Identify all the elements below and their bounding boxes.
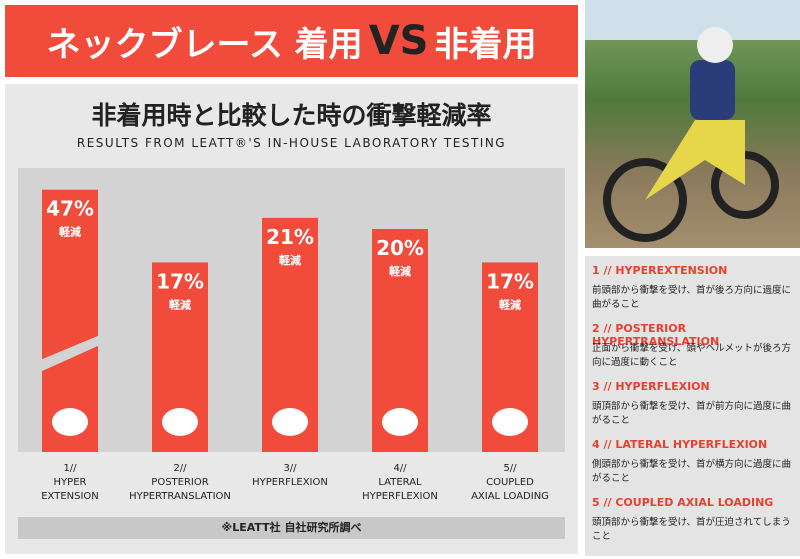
value-note: 軽減 xyxy=(59,225,81,239)
photo xyxy=(585,0,800,248)
value-label: 21% xyxy=(266,225,314,249)
legend-title: 2 // POSTERIOR HYPERTRANSLATION xyxy=(592,322,720,348)
value-note: 軽減 xyxy=(499,297,521,311)
footnote: ※LEATT社 自社研究所調べ xyxy=(18,517,565,539)
chart: 47% 軽減 17% 軽減 21% 軽減 20% 軽減 17% 軽減 xyxy=(18,168,565,452)
chart-subtitle: RESULTS FROM LEATT®'S IN-HOUSE LABORATOR… xyxy=(76,136,507,150)
value-label: 20% xyxy=(376,236,424,260)
legend-title: 5 // COUPLED AXIAL LOADING xyxy=(592,496,774,509)
value-label: 47% xyxy=(46,197,94,221)
value-note: 軽減 xyxy=(279,253,301,267)
legend-description: 側頭部から衝撃を受け、首が横方向に過度に曲がること xyxy=(592,459,792,484)
value-note: 軽減 xyxy=(389,264,411,278)
icon xyxy=(52,408,88,436)
value-label: 17% xyxy=(486,269,534,293)
icon xyxy=(492,408,528,436)
value-note: 軽減 xyxy=(169,297,191,311)
x-tick-label: 2// POSTERIOR HYPERTRANSLATION xyxy=(129,463,231,502)
x-tick-label: 4// LATERAL HYPERFLEXION xyxy=(362,463,438,502)
icon xyxy=(382,408,418,436)
legend-description: 頭頂部から衝撃を受け、首が前方向に過度に曲がること xyxy=(592,401,792,426)
legend-title: 1 // HYPEREXTENSION xyxy=(592,264,728,277)
legend-title: 3 // HYPERFLEXION xyxy=(592,380,710,393)
value-label: 17% xyxy=(156,269,204,293)
legend-description: 正面から衝撃を受け、頭やヘルメットが後ろ方向に過度に動くこと xyxy=(592,343,792,368)
icon xyxy=(162,408,198,436)
x-tick-label: 3// HYPERFLEXION xyxy=(252,463,328,488)
x-tick-label: 5// COUPLED AXIAL LOADING xyxy=(471,463,549,502)
banner-title-left: ネックブレース 着用 xyxy=(46,24,363,65)
legend-panel xyxy=(585,256,800,556)
banner-vs: VS xyxy=(368,18,429,64)
legend-description: 頭頂部から衝撃を受け、首が圧迫されてしまうこと xyxy=(592,517,791,542)
banner-title-right: 非着用 xyxy=(434,24,537,65)
x-tick-label: 1// HYPER EXTENSION xyxy=(41,463,99,502)
chart-title: 非着用時と比較した時の衝撃軽減率 xyxy=(91,101,492,130)
photo-art xyxy=(585,0,800,242)
banner: ネックブレース 着用 VS 非着用 xyxy=(5,5,578,77)
axis-break xyxy=(40,335,100,372)
legend-title: 4 // LATERAL HYPERFLEXION xyxy=(592,438,768,451)
legend-description: 前頭部から衝撃を受け、首が後ろ方向に過度に曲がること xyxy=(592,285,792,310)
icon xyxy=(272,408,308,436)
